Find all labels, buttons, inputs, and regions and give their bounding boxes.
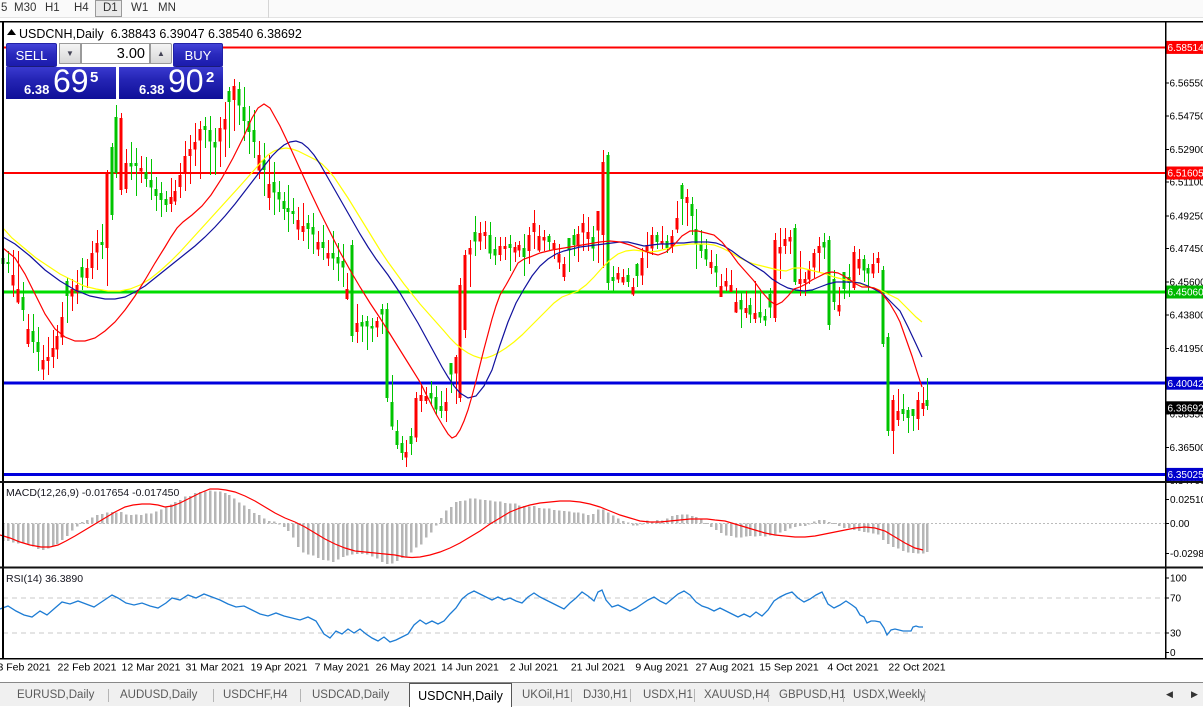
svg-text:7 May 2021: 7 May 2021 [315, 662, 370, 674]
svg-text:6.43800: 6.43800 [1170, 310, 1203, 321]
svg-text:6.51605: 6.51605 [1168, 169, 1203, 180]
svg-text:12 Mar 2021: 12 Mar 2021 [122, 662, 181, 674]
svg-text:6.49250: 6.49250 [1170, 211, 1203, 222]
svg-text:3 Feb 2021: 3 Feb 2021 [0, 662, 51, 674]
svg-text:RSI(14) 36.3890: RSI(14) 36.3890 [6, 573, 83, 585]
svg-text:0.00: 0.00 [1170, 519, 1190, 530]
svg-text:21 Jul 2021: 21 Jul 2021 [571, 662, 625, 674]
svg-text:70: 70 [1170, 594, 1182, 605]
svg-text:26 May 2021: 26 May 2021 [376, 662, 437, 674]
svg-text:31 Mar 2021: 31 Mar 2021 [186, 662, 245, 674]
svg-text:6.38692: 6.38692 [1168, 403, 1203, 414]
svg-text:19 Apr 2021: 19 Apr 2021 [251, 662, 308, 674]
svg-text:15 Sep 2021: 15 Sep 2021 [759, 662, 819, 674]
svg-text:9 Aug 2021: 9 Aug 2021 [635, 662, 688, 674]
svg-text:27 Aug 2021: 27 Aug 2021 [696, 662, 755, 674]
svg-text:14 Jun 2021: 14 Jun 2021 [441, 662, 499, 674]
svg-text:0: 0 [1170, 648, 1176, 659]
svg-text:6.54750: 6.54750 [1170, 111, 1203, 122]
svg-text:100: 100 [1170, 574, 1187, 585]
svg-text:6.40042: 6.40042 [1168, 379, 1203, 390]
svg-text:6.56550: 6.56550 [1170, 79, 1203, 90]
svg-text:6.47450: 6.47450 [1170, 244, 1203, 255]
svg-text:6.41950: 6.41950 [1170, 344, 1203, 355]
svg-text:4 Oct 2021: 4 Oct 2021 [827, 662, 879, 674]
svg-text:22 Feb 2021: 22 Feb 2021 [58, 662, 117, 674]
svg-text:0.02510: 0.02510 [1170, 495, 1203, 506]
svg-text:USDCNH,Daily 6.38843 6.39047: USDCNH,Daily 6.38843 6.39047 6.38540 6.3… [19, 27, 302, 41]
svg-text:-0.02988: -0.02988 [1170, 549, 1203, 560]
svg-text:6.58514: 6.58514 [1168, 43, 1203, 54]
svg-text:MACD(12,26,9) -0.017654 -0.017: MACD(12,26,9) -0.017654 -0.017450 [6, 487, 180, 499]
svg-text:22 Oct 2021: 22 Oct 2021 [888, 662, 945, 674]
svg-text:2 Jul 2021: 2 Jul 2021 [510, 662, 559, 674]
svg-text:30: 30 [1170, 629, 1182, 640]
svg-text:6.35025: 6.35025 [1168, 470, 1203, 481]
svg-text:6.36500: 6.36500 [1170, 443, 1203, 454]
svg-text:6.45060: 6.45060 [1168, 288, 1203, 299]
svg-text:6.52900: 6.52900 [1170, 145, 1203, 156]
